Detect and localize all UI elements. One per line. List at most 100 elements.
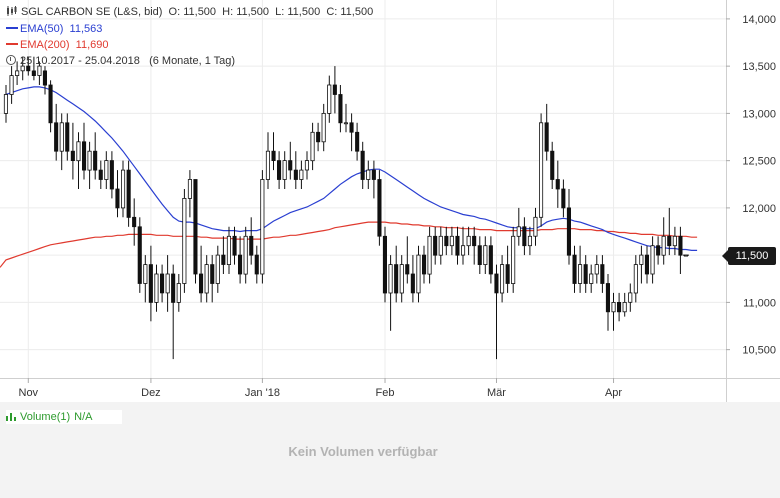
candle-74 bbox=[416, 245, 421, 303]
candle-body-17 bbox=[98, 169, 103, 180]
candle-body-54 bbox=[304, 160, 309, 171]
candle-77 bbox=[433, 226, 438, 265]
candle-body-100 bbox=[561, 188, 566, 209]
candle-body-29 bbox=[165, 273, 170, 294]
volume-legend[interactable]: Volume(1) N/A bbox=[6, 410, 123, 424]
candle-105 bbox=[589, 264, 594, 293]
candle-14 bbox=[82, 122, 87, 180]
ohlc-readout: O: 11,500 H: 11,500 L: 11,500 C: 11,500 bbox=[168, 6, 374, 18]
candle-83 bbox=[466, 226, 471, 256]
clock-icon bbox=[6, 55, 16, 65]
x-tick-label-1: Dez bbox=[141, 387, 161, 399]
candle-body-58 bbox=[327, 84, 332, 114]
candle-107 bbox=[600, 255, 605, 293]
candle-49 bbox=[276, 151, 282, 189]
candle-22 bbox=[126, 160, 131, 227]
candle-body-60 bbox=[338, 94, 343, 124]
candle-118 bbox=[661, 217, 666, 265]
candle-57 bbox=[321, 103, 326, 152]
y-tick-label-1: 11,000 bbox=[743, 297, 776, 309]
candle-66 bbox=[371, 160, 376, 199]
candle-body-115 bbox=[644, 254, 649, 275]
candle-24 bbox=[137, 217, 142, 293]
candle-body-63 bbox=[355, 131, 360, 152]
candle-body-36 bbox=[204, 264, 209, 294]
candle-62 bbox=[349, 113, 354, 152]
candle-body-62 bbox=[349, 122, 354, 133]
candle-body-24 bbox=[137, 226, 142, 284]
candle-110 bbox=[617, 292, 622, 322]
candle-21 bbox=[121, 160, 126, 218]
candle-36 bbox=[204, 255, 209, 303]
candle-body-46 bbox=[260, 179, 265, 275]
candle-112 bbox=[628, 283, 633, 312]
ema200-label: EMA(200) bbox=[20, 39, 70, 51]
ema200-legend[interactable]: EMA(200) 11,690 bbox=[6, 39, 108, 52]
candle-18 bbox=[104, 151, 109, 189]
candle-0 bbox=[3, 85, 9, 123]
candle-body-0 bbox=[3, 94, 9, 114]
candle-72 bbox=[405, 236, 410, 284]
ema200-value: 11,690 bbox=[75, 39, 109, 51]
candle-body-33 bbox=[187, 179, 193, 199]
candle-17 bbox=[98, 160, 103, 189]
volume-value: N/A bbox=[74, 411, 93, 423]
candle-94 bbox=[527, 226, 532, 256]
ema50-label: EMA(50) bbox=[20, 23, 64, 35]
x-tick-label-5: Apr bbox=[605, 387, 622, 399]
candle-31 bbox=[176, 274, 181, 312]
candle-body-51 bbox=[288, 160, 293, 171]
candle-3 bbox=[20, 56, 25, 81]
candle-body-102 bbox=[572, 254, 577, 284]
y-axis: 10,50011,00011,50012,00012,50013,00013,5… bbox=[726, 14, 776, 357]
candle-99 bbox=[555, 160, 560, 208]
x-tick-label-0: Nov bbox=[19, 387, 39, 399]
candle-23 bbox=[132, 198, 137, 246]
candle-19 bbox=[109, 151, 114, 199]
candle-104 bbox=[583, 255, 588, 293]
price-chart[interactable]: 10,500 11,000 11,500 12,000 12,500 13,000 13,5… bbox=[0, 0, 780, 402]
ema50-swatch bbox=[6, 27, 18, 29]
no-volume-message: Kein Volumen verfügbar bbox=[288, 444, 438, 459]
candle-44 bbox=[249, 217, 254, 265]
candle-38 bbox=[215, 245, 220, 293]
candle-30 bbox=[171, 264, 176, 360]
chart-header: SGL CARBON SE (L&S, bid) O: 11,500 H: 11… bbox=[6, 6, 373, 19]
candle-body-114 bbox=[639, 254, 644, 265]
candle-90 bbox=[505, 245, 510, 293]
candle-body-80 bbox=[449, 235, 454, 247]
candle-body-57 bbox=[321, 113, 326, 143]
candle-body-8 bbox=[48, 84, 53, 124]
candle-body-88 bbox=[494, 273, 499, 294]
ema50-value: 11,563 bbox=[69, 23, 103, 35]
candle-7 bbox=[42, 66, 47, 95]
candle-body-121 bbox=[678, 235, 683, 256]
candle-52 bbox=[293, 151, 298, 189]
ema50-legend[interactable]: EMA(50) 11,563 bbox=[6, 23, 102, 36]
candle-113 bbox=[633, 255, 638, 303]
candle-80 bbox=[449, 226, 454, 256]
candle-47 bbox=[265, 132, 270, 189]
candle-12 bbox=[70, 122, 75, 180]
candle-body-16 bbox=[93, 150, 98, 171]
volume-bars-icon bbox=[6, 413, 16, 421]
candle-2 bbox=[15, 61, 20, 85]
candle-48 bbox=[271, 132, 276, 171]
candle-body-20 bbox=[115, 188, 120, 209]
candle-63 bbox=[355, 122, 360, 161]
candle-96 bbox=[539, 113, 544, 227]
candle-1 bbox=[9, 66, 14, 104]
candle-76 bbox=[427, 226, 432, 284]
x-tick-label-3: Feb bbox=[376, 387, 395, 399]
candle-body-21 bbox=[121, 169, 126, 209]
candle-body-110 bbox=[617, 301, 622, 313]
candle-body-55 bbox=[310, 131, 315, 162]
candle-8 bbox=[48, 80, 53, 133]
candle-55 bbox=[310, 122, 315, 171]
candle-body-7 bbox=[42, 70, 47, 86]
candle-body-14 bbox=[82, 141, 87, 171]
candle-114 bbox=[639, 245, 644, 284]
candle-body-116 bbox=[650, 245, 655, 275]
volume-label: Volume(1) bbox=[20, 411, 71, 423]
candle-body-92 bbox=[516, 226, 521, 237]
